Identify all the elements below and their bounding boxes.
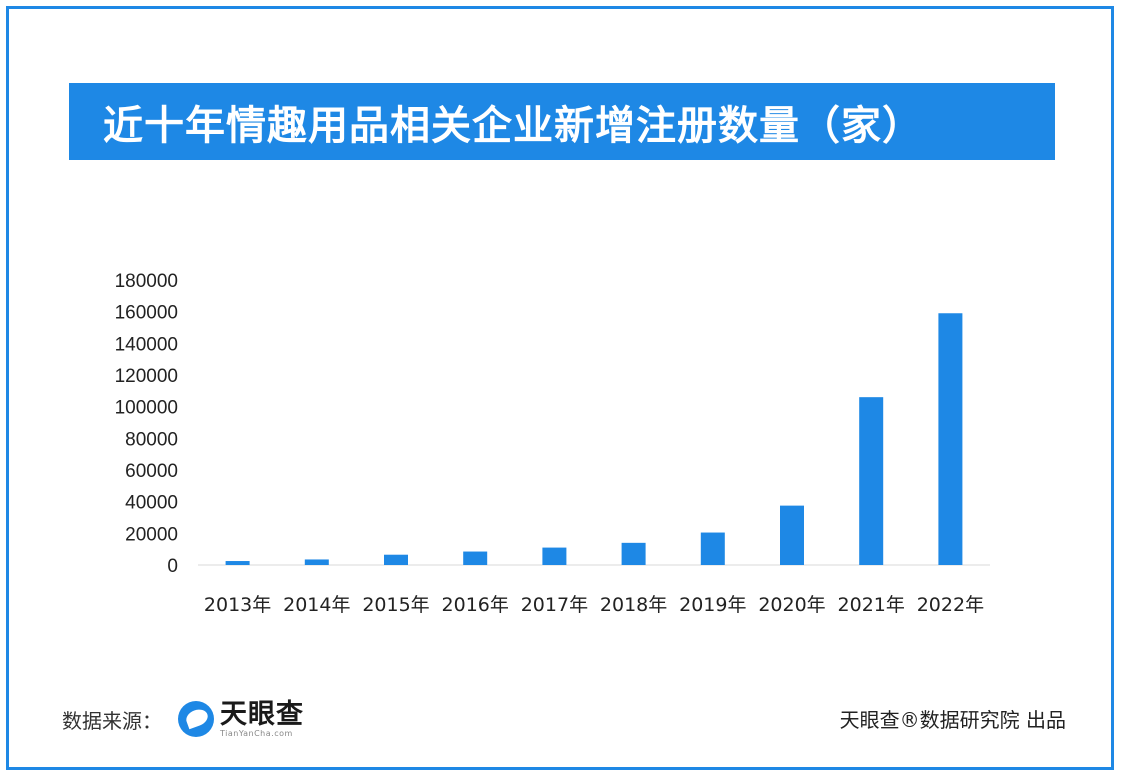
source-label: 数据来源： — [62, 708, 162, 733]
y-tick-label: 140000 — [115, 334, 178, 355]
data-source: 数据来源： 天眼查 TianYanCha.com — [62, 697, 304, 741]
bar — [542, 547, 567, 565]
logo-name: 天眼查 — [220, 698, 304, 730]
x-tick-label: 2014年 — [283, 594, 350, 616]
bar — [859, 397, 884, 565]
bars — [225, 313, 963, 565]
x-tick-label: 2013年 — [204, 594, 271, 616]
logo-domain: TianYanCha.com — [220, 728, 293, 738]
y-tick-label: 100000 — [115, 398, 178, 419]
x-tick-label: 2022年 — [917, 594, 984, 616]
y-tick-label: 180000 — [115, 271, 178, 292]
y-axis-ticks: 0 20000 40000 60000 80000 100000 120000 140000 1… — [115, 271, 178, 577]
y-tick-label: 80000 — [125, 429, 178, 450]
outer-frame — [6, 6, 1114, 770]
y-tick-label: 60000 — [125, 461, 178, 482]
y-tick-label: 160000 — [115, 303, 178, 324]
bar — [384, 554, 408, 565]
x-tick-label: 2015年 — [362, 594, 429, 616]
x-tick-label: 2018年 — [600, 594, 667, 616]
chart-title: 近十年情趣用品相关企业新增注册数量（家） — [69, 83, 1055, 160]
bar — [700, 532, 725, 565]
y-tick-label: 40000 — [125, 493, 178, 514]
bar — [621, 542, 646, 565]
bar — [225, 561, 250, 565]
x-axis-labels: 2013年 2014年 2015年 2016年 2017年 2018年 2019年 2020年… — [204, 594, 984, 616]
x-tick-label: 2021年 — [838, 594, 905, 616]
y-tick-label: 20000 — [125, 524, 178, 545]
y-tick-label: 120000 — [115, 366, 178, 387]
y-tick-label: 0 — [167, 556, 178, 577]
bar — [938, 313, 963, 565]
tianyancha-logo-icon — [178, 701, 214, 737]
x-tick-label: 2017年 — [521, 594, 588, 616]
tianyancha-logo: 天眼查 TianYanCha.com — [178, 701, 304, 738]
bar — [463, 551, 488, 565]
x-tick-label: 2016年 — [442, 594, 509, 616]
credit-text: 天眼查®数据研究院 出品 — [839, 708, 1066, 732]
bar — [780, 505, 804, 565]
x-tick-label: 2019年 — [679, 594, 746, 616]
bar — [304, 559, 329, 565]
x-tick-label: 2020年 — [758, 594, 825, 616]
